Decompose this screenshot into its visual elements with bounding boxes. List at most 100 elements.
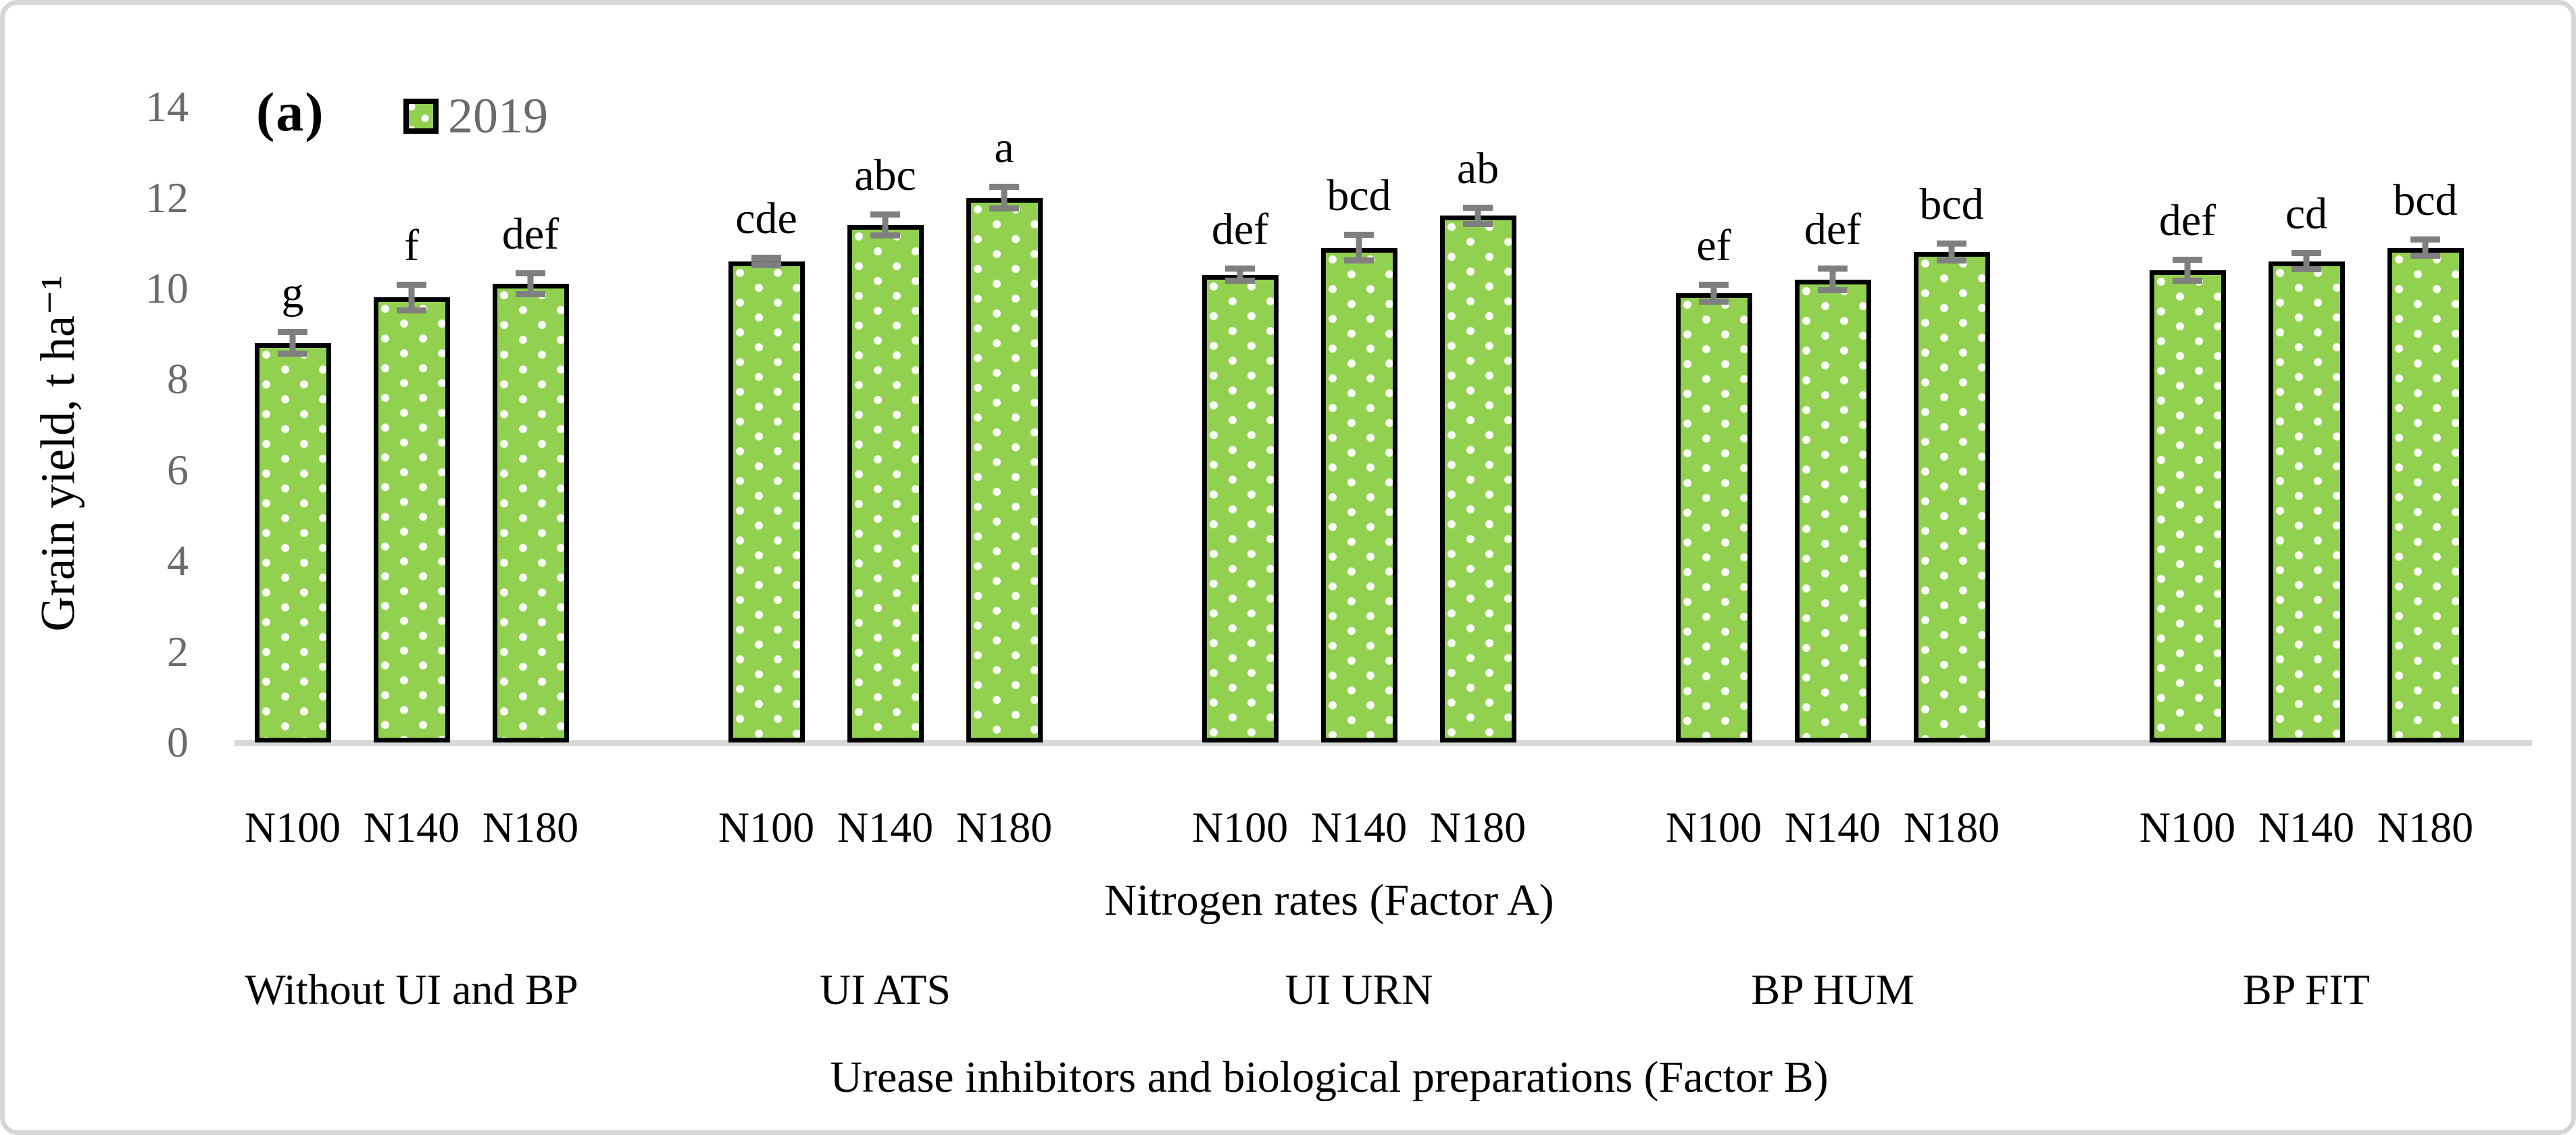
error-bar-cap [989, 205, 1019, 211]
error-bar-N100-group-1 [278, 329, 307, 357]
bar-bp-hum-N100 [1675, 293, 1752, 742]
significance-letter-bcd: bcd [2393, 175, 2458, 225]
error-bar-line [882, 211, 889, 239]
y-tick-label-8: 8 [167, 355, 189, 403]
x-tick-label-N100-group-2: N100 [718, 803, 815, 851]
error-bar-cap [1344, 257, 1374, 264]
y-tick-label-4: 4 [167, 536, 189, 585]
bar-ui-urn-N180 [1439, 216, 1516, 742]
error-bar-cap [2292, 249, 2321, 256]
significance-letter-def: def [501, 209, 560, 259]
error-bar-cap [1937, 241, 1966, 247]
x-tick-label-N100-group-4: N100 [1665, 803, 1762, 851]
error-bar-line [408, 281, 415, 313]
error-bar-cap [2292, 266, 2321, 273]
x-tick-label-N140-group-5: N140 [2258, 803, 2355, 851]
bar-without-ui-and-bp-N140 [373, 297, 450, 742]
error-bar-cap [870, 211, 900, 218]
x-tick-label-N140-group-2: N140 [837, 803, 934, 851]
error-bar-line [2303, 249, 2310, 273]
error-bar-cap [2410, 253, 2440, 259]
x-tick-label-N180-group-2: N180 [956, 803, 1053, 851]
error-bar-line [1948, 241, 1955, 264]
error-bar-N180-group-1 [516, 270, 545, 298]
x-tick-label-N180-group-1: N180 [482, 803, 579, 851]
error-bar-cap [516, 291, 545, 298]
y-tick-label-14: 14 [145, 82, 189, 131]
category-label-ui-ats: UI ATS [820, 965, 951, 1013]
significance-letter-f: f [404, 220, 419, 270]
category-label-bp-fit: BP FIT [2243, 965, 2370, 1013]
error-bar-cap [1344, 232, 1374, 238]
x-tick-label-N180-group-4: N180 [1903, 803, 2000, 851]
x-axis-title-factor-b: Urease inhibitors and biological prepara… [830, 1053, 1829, 1102]
y-tick-label-10: 10 [145, 264, 189, 312]
error-bar-cap [1699, 281, 1729, 288]
legend-marker-2019 [403, 99, 439, 134]
significance-letter-ab: ab [1456, 143, 1500, 193]
significance-letter-g: g [281, 268, 304, 318]
significance-letter-def: def [2158, 195, 2216, 245]
x-tick-label-N140-group-1: N140 [363, 803, 460, 851]
error-bar-N140-group-5 [2292, 249, 2321, 273]
error-bar-cap [1699, 298, 1729, 305]
error-bar-N180-group-4 [1937, 241, 1966, 264]
error-bar-cap [397, 307, 426, 313]
y-tick-label-6: 6 [167, 445, 189, 494]
bar-ui-ats-N140 [847, 224, 924, 742]
error-bar-cap [278, 350, 307, 357]
error-bar-N140-group-2 [870, 211, 900, 239]
error-bar-N100-group-5 [2173, 256, 2202, 284]
significance-letter-def: def [1211, 205, 1269, 255]
y-tick-label-12: 12 [145, 173, 189, 222]
error-bar-line [1356, 232, 1362, 264]
error-bar-N180-group-3 [1463, 204, 1493, 228]
category-label-bp-hum: BP HUM [1751, 965, 1914, 1013]
error-bar-cap [2173, 278, 2202, 284]
bar-bp-fit-N140 [2268, 261, 2345, 742]
bar-bp-hum-N180 [1913, 252, 1990, 742]
bar-ui-urn-N100 [1202, 274, 1279, 742]
x-axis-line [234, 740, 2532, 746]
y-tick-label-0: 0 [167, 718, 189, 766]
significance-letter-cd: cd [2285, 188, 2328, 238]
error-bar-cap [1225, 278, 1255, 284]
bar-without-ui-and-bp-N100 [254, 343, 331, 742]
legend-label-2019: 2019 [448, 89, 548, 144]
significance-letter-a: a [994, 123, 1014, 173]
error-bar-line [1475, 204, 1481, 228]
error-bar-cap [1818, 266, 1848, 272]
significance-letter-abc: abc [854, 150, 916, 200]
x-tick-label-N100-group-3: N100 [1191, 803, 1289, 851]
category-label-ui-urn: UI URN [1285, 965, 1433, 1013]
significance-letter-bcd: bcd [1919, 180, 1984, 230]
bar-ui-ats-N100 [728, 261, 805, 742]
error-bar-cap [751, 261, 781, 268]
error-bar-line [1829, 266, 1836, 293]
error-bar-cap [397, 281, 426, 288]
x-tick-label-N100-group-5: N100 [2139, 803, 2236, 851]
error-bar-N140-group-3 [1344, 232, 1374, 264]
panel-label: (a) [256, 80, 325, 144]
error-bar-N140-group-1 [397, 281, 426, 313]
error-bar-line [1710, 281, 1717, 305]
error-bar-cap [751, 254, 781, 261]
panel-label-text: (a) [256, 81, 325, 143]
bar-ui-urn-N140 [1320, 247, 1397, 742]
bar-bp-hum-N140 [1794, 279, 1871, 742]
x-tick-label-N140-group-4: N140 [1784, 803, 1881, 851]
error-bar-cap [2410, 236, 2440, 243]
error-bar-line [527, 270, 534, 298]
significance-letter-bcd: bcd [1327, 171, 1391, 220]
category-label-without-ui-and-bp: Without UI and BP [245, 965, 578, 1013]
significance-letter-def: def [1804, 205, 1862, 255]
x-tick-label-N180-group-3: N180 [1429, 803, 1527, 851]
error-bar-cap [870, 232, 900, 239]
error-bar-cap [278, 329, 307, 336]
error-bar-N180-group-5 [2410, 236, 2440, 259]
error-bar-cap [1463, 221, 1493, 228]
significance-letter-cde: cde [735, 193, 797, 243]
error-bar-N100-group-4 [1699, 281, 1729, 305]
error-bar-cap [1818, 286, 1848, 293]
